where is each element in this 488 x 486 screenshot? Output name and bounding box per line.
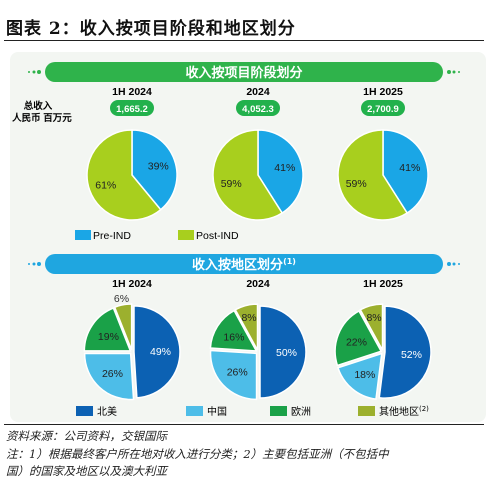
region-pie-slice (83, 307, 132, 352)
region-pie-slice-label: 8% (366, 312, 381, 324)
region-pie-slice-label: 22% (346, 337, 367, 349)
region-pie-slice-label: 18% (354, 369, 375, 381)
legend-swatch-region (76, 406, 93, 416)
stage-pie-slice (131, 129, 178, 211)
title-rule (4, 40, 484, 41)
legend-swatch-region (270, 406, 287, 416)
region-pie-slice (209, 309, 258, 352)
region-period-label: 2024 (246, 278, 270, 290)
legend-swatch-region (186, 406, 203, 416)
banner-region-dot (458, 263, 460, 265)
legend-swatch-pre-ind (75, 230, 91, 240)
banner-region-ribbon (45, 254, 443, 274)
total-revenue-value: 4,052.3 (242, 104, 274, 115)
region-pie-slice (378, 305, 432, 399)
figure-title: 图表 2：收入按项目阶段和地区划分 (6, 19, 296, 39)
banner-region-dot (452, 262, 456, 266)
total-revenue-value: 1,665.2 (116, 104, 148, 115)
banner-stage-dot (452, 70, 456, 74)
stage-period-label: 1H 2024 (112, 86, 152, 98)
region-pie-slice-label: 6% (114, 293, 129, 305)
legend-label-pre-ind: Pre-IND (93, 230, 131, 242)
note-text-line1: 注：1）根据最终客户所在地对收入进行分类；2）主要包括亚洲（不包括中 (6, 447, 389, 461)
region-pie-slice-label: 16% (223, 332, 244, 344)
banner-region-dot (447, 262, 451, 266)
region-pie-slice-label: 49% (150, 346, 171, 358)
banner-stage-label: 收入按项目阶段划分 (185, 65, 302, 81)
region-pie-slice-label: 26% (102, 368, 123, 380)
banner-stage-dot (28, 71, 30, 73)
region-pie-slice (83, 352, 135, 401)
banner-region-group: 收入按地区划分(1) (28, 254, 460, 274)
region-pie-slice (259, 305, 307, 399)
banner-stage-dot (32, 70, 36, 74)
stage-pie-slice (86, 129, 162, 221)
banner-region-dot (32, 262, 36, 266)
source-rule (4, 424, 484, 425)
region-pie-slice (334, 309, 383, 367)
banner-region-label: 收入按地区划分(1) (192, 257, 296, 273)
region-pie-slice-label: 26% (227, 367, 248, 379)
banner-region-dot (37, 262, 41, 266)
stage-pie-slice (212, 129, 284, 221)
legend-label-region: 中国 (207, 405, 227, 418)
legend-swatch-post-ind (178, 230, 194, 240)
region-pie-slice-label: 8% (241, 312, 256, 324)
legend-label-region-main: 其他地区 (379, 405, 419, 418)
banner-stage-group: 收入按项目阶段划分 (28, 62, 460, 82)
legend-label-region-sup: (2) (419, 405, 429, 413)
stage-pie-slice-label: 59% (221, 178, 242, 190)
total-revenue-label: 总收入 (24, 100, 53, 112)
region-period-label: 1H 2024 (112, 278, 152, 290)
total-revenue-unit: 人民币 百万元 (12, 112, 72, 124)
stage-pie-slice-label: 59% (346, 178, 367, 190)
region-pie-slice (133, 305, 181, 399)
banner-stage-dot (458, 71, 460, 73)
legend-label-region-main: 中国 (207, 405, 227, 418)
legend-swatch-region (358, 406, 375, 416)
banner-region-label-main: 收入按地区划分 (192, 257, 283, 273)
legend-label-region: 欧洲 (291, 406, 311, 418)
region-pie-slice (234, 303, 259, 351)
legend-label-region-main: 北美 (97, 405, 117, 418)
region-pie-slice-label: 52% (401, 349, 422, 361)
total-revenue-pill (236, 100, 280, 116)
total-revenue-pill (361, 100, 405, 116)
legend-label-region: 其他地区(2) (379, 405, 429, 418)
stage-pie-slice-label: 41% (274, 162, 295, 174)
stage-pie-slice-label: 41% (399, 162, 420, 174)
stage-period-label: 2024 (246, 86, 270, 98)
stage-period-label: 1H 2025 (363, 86, 403, 98)
total-revenue-value: 2,700.9 (367, 104, 399, 115)
region-pie-slice (113, 303, 133, 351)
region-pie-slice (209, 349, 258, 401)
banner-stage-ribbon (45, 62, 443, 82)
banner-stage-dot (447, 70, 451, 74)
stage-pie-slice (337, 129, 409, 221)
banner-stage-dot (37, 70, 41, 74)
region-pie-slice-label: 19% (98, 331, 119, 343)
stage-pie-slice-label: 61% (95, 179, 116, 191)
note-text-line2: 国）的国家及地区以及澳大利亚 (6, 464, 167, 478)
legend-label-region-main: 欧洲 (291, 406, 311, 418)
total-revenue-pill (110, 100, 154, 116)
region-pie-slice (359, 303, 384, 351)
legend-label-post-ind: Post-IND (196, 230, 239, 242)
source-text: 资料来源：公司资料，交银国际 (6, 429, 167, 443)
banner-stage-label-main: 收入按项目阶段划分 (185, 65, 302, 81)
stage-pie-slice-label: 39% (148, 161, 169, 173)
legend-label-region: 北美 (97, 405, 117, 418)
banner-region-dot (28, 263, 30, 265)
region-pie-slice-label: 50% (276, 347, 297, 359)
region-pie-slice (337, 352, 383, 401)
region-period-label: 1H 2025 (363, 278, 403, 290)
banner-region-label-sup: (1) (283, 257, 296, 266)
